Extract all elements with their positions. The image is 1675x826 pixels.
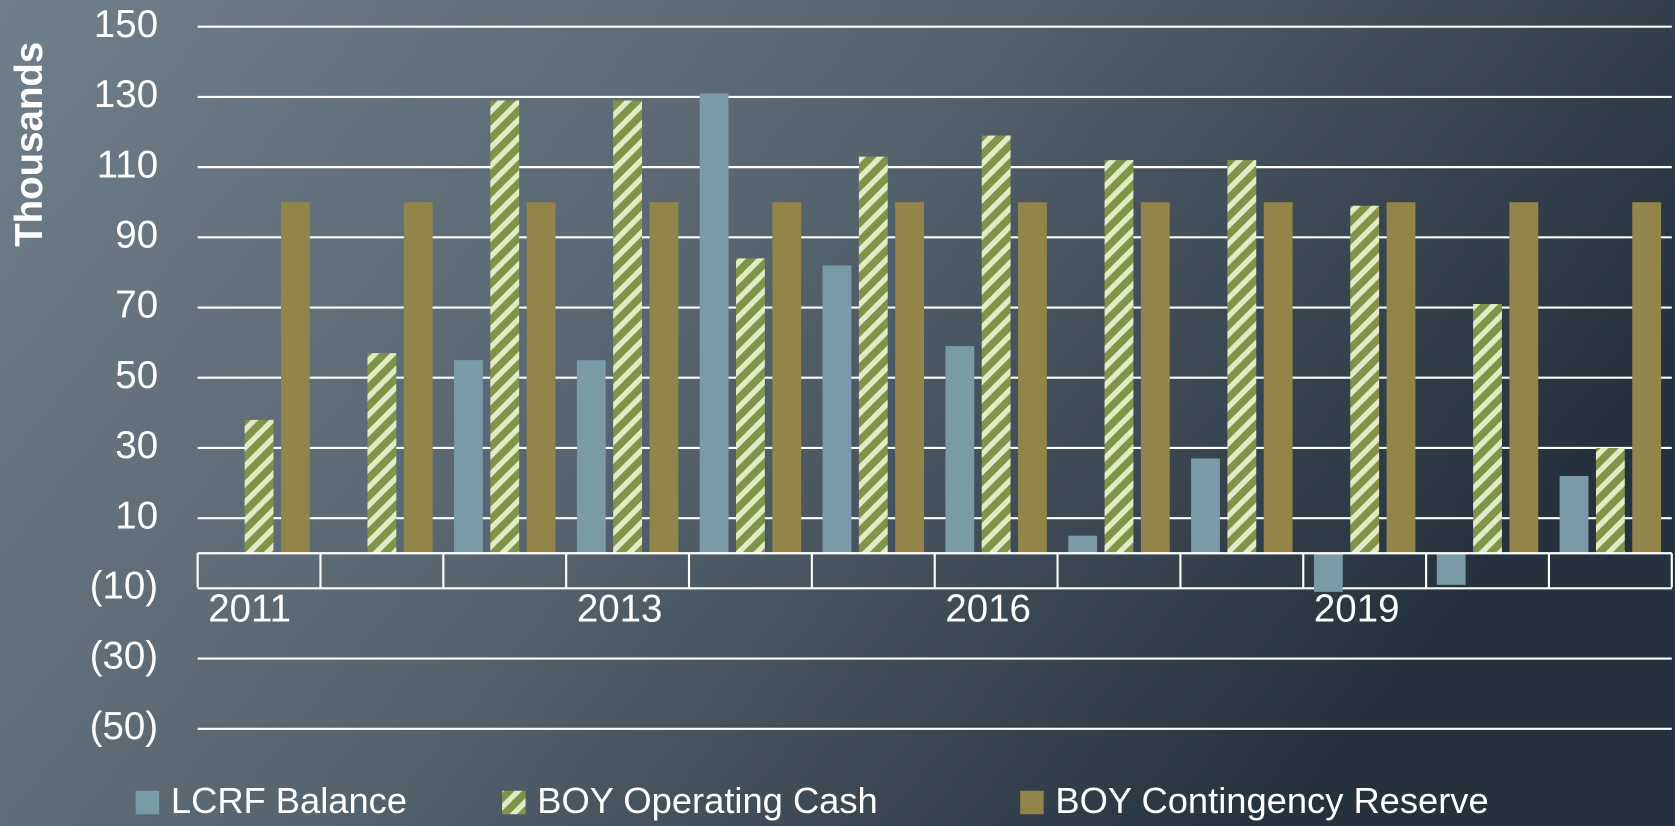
y-tick-label: (50): [90, 705, 158, 748]
bar: [945, 346, 975, 554]
bar: [1263, 202, 1293, 554]
bar: [772, 202, 802, 554]
bar: [1436, 553, 1466, 585]
legend-swatch: [502, 790, 526, 815]
y-tick-label: (10): [90, 565, 158, 608]
bar: [1350, 205, 1380, 554]
legend-swatch: [1020, 790, 1044, 815]
bar: [1473, 304, 1502, 554]
legend-swatch: [135, 790, 160, 815]
bar: [895, 202, 925, 554]
bar: [1227, 160, 1257, 554]
bar: [1104, 160, 1134, 554]
y-tick-label: 150: [94, 3, 158, 46]
bar: [576, 360, 606, 554]
y-tick-label: 90: [115, 213, 158, 256]
x-tick-label: 2019: [1314, 587, 1400, 630]
bar: [1068, 535, 1098, 554]
y-tick-label: (30): [90, 635, 158, 678]
bar: [1140, 202, 1170, 554]
legend-label: LCRF Balance: [171, 780, 407, 821]
bar: [403, 202, 433, 554]
bar: [649, 202, 679, 554]
bar: [613, 100, 643, 554]
x-tick-label: 2016: [945, 587, 1031, 630]
bar: [1191, 458, 1220, 554]
bar: [454, 360, 483, 554]
y-tick-label: 70: [115, 284, 158, 327]
y-tick-label: 110: [97, 143, 158, 186]
y-axis-title: Thousands: [8, 42, 51, 247]
bar: [858, 156, 888, 554]
bar: [822, 265, 852, 554]
bar: [1595, 447, 1625, 554]
bar: [699, 93, 729, 554]
bar: [367, 353, 397, 554]
bar: [736, 258, 765, 554]
y-tick-label: 30: [115, 424, 158, 467]
bar: [1018, 202, 1047, 554]
bar: [526, 202, 556, 554]
y-tick-label: 130: [94, 73, 158, 116]
y-tick-label: 10: [115, 494, 158, 537]
bar: [244, 419, 274, 554]
legend-label: BOY Operating Cash: [537, 780, 877, 821]
bar: [280, 202, 310, 554]
x-tick-label: 2013: [577, 587, 663, 630]
bar: [1509, 202, 1539, 554]
bar: [1559, 476, 1589, 554]
y-tick-label: 50: [115, 354, 158, 397]
legend-label: BOY Contingency Reserve: [1055, 780, 1488, 821]
bar: [981, 135, 1011, 554]
bar: [1386, 202, 1416, 554]
bar: [1313, 553, 1343, 592]
x-tick-label: 2011: [208, 587, 291, 630]
bar: [490, 100, 520, 554]
bar: [1632, 202, 1662, 554]
